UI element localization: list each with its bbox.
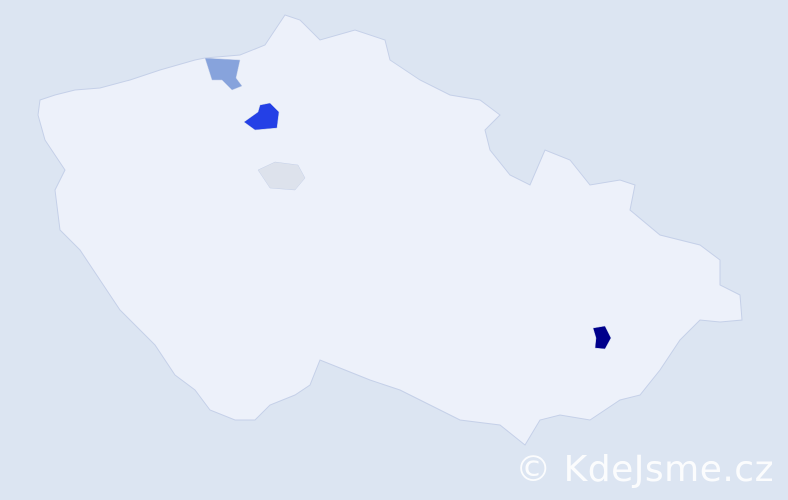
district-highlight-darkest[interactable] bbox=[592, 325, 612, 350]
country-outline bbox=[37, 14, 743, 446]
district-highlight-light[interactable] bbox=[257, 161, 306, 191]
watermark: © KdeJsme.cz bbox=[515, 449, 774, 490]
district-highlight-medium[interactable] bbox=[204, 57, 243, 91]
district-highlight-strong[interactable] bbox=[243, 102, 280, 131]
